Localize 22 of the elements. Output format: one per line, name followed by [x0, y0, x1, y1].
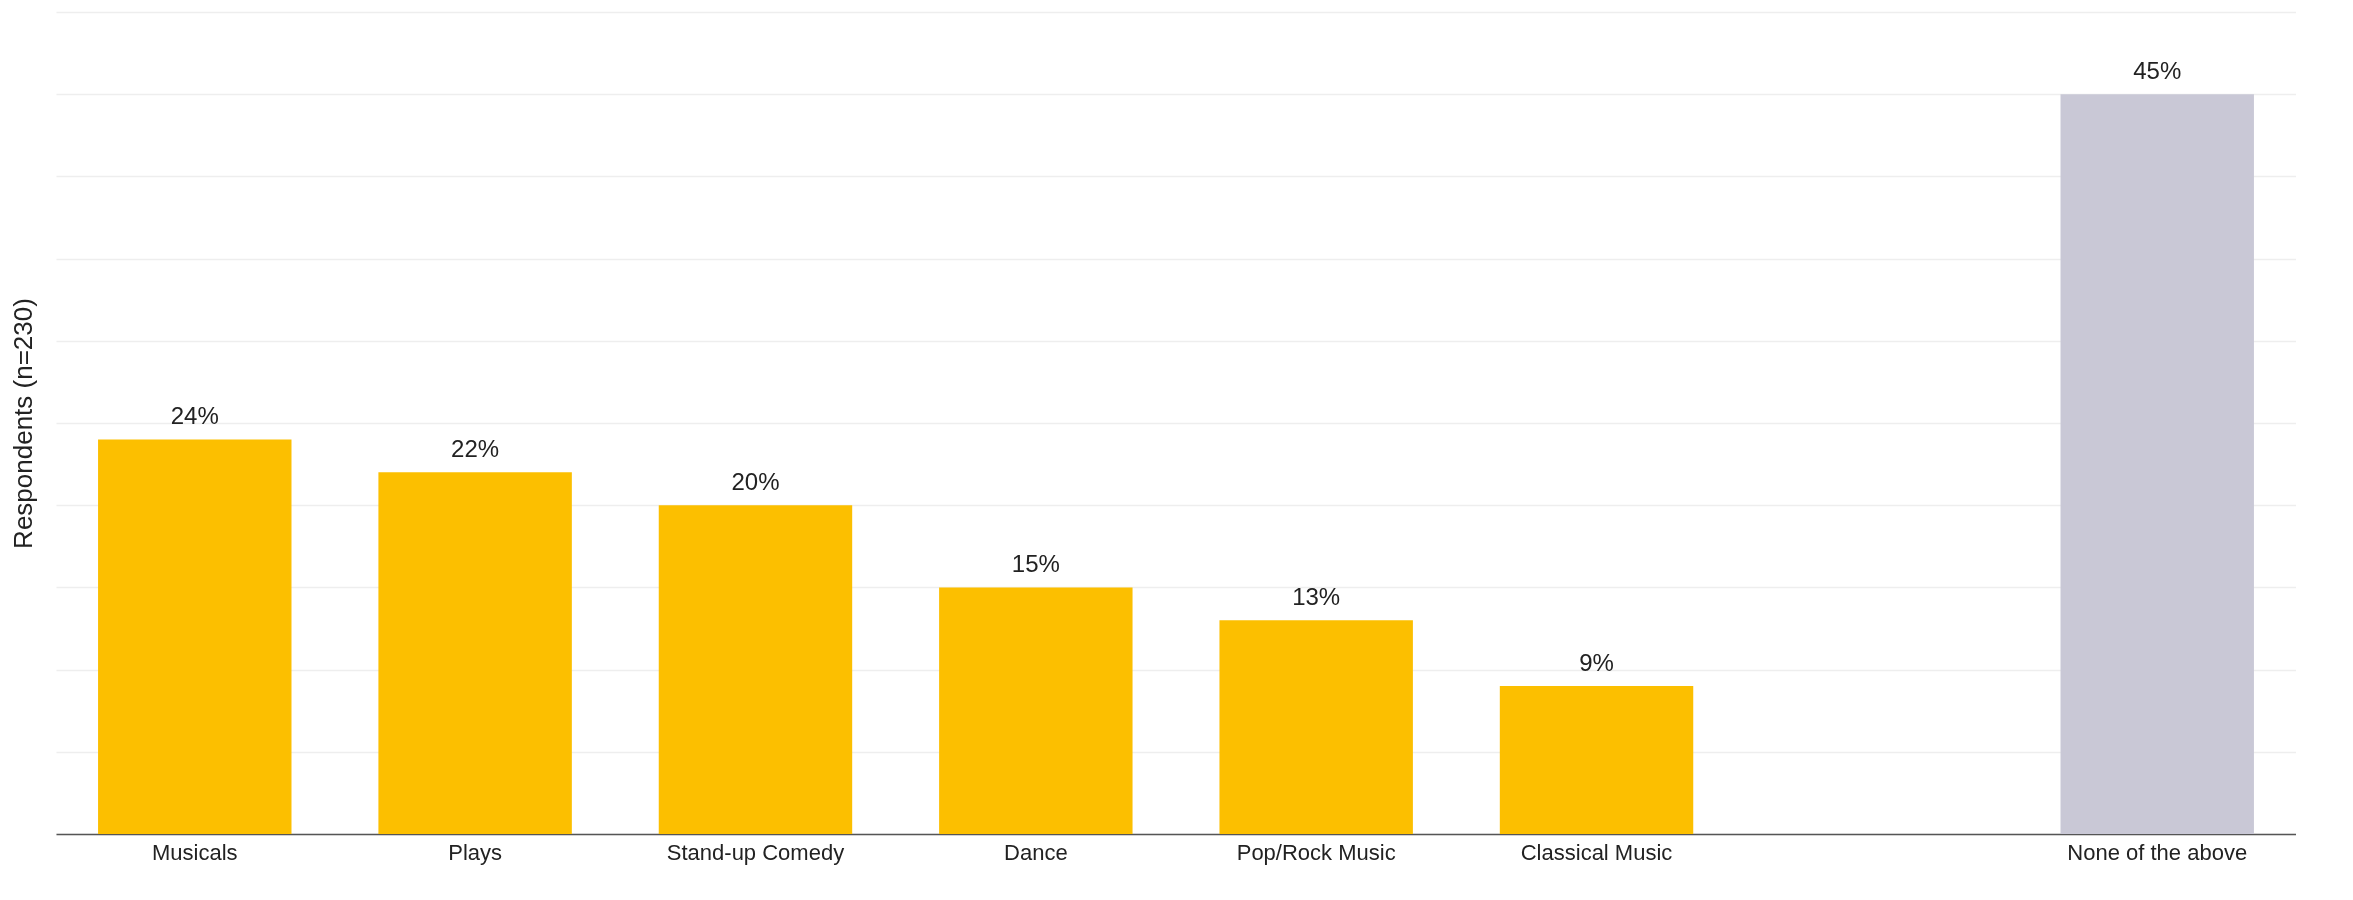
x-tick-label: Musicals: [151, 839, 238, 865]
bar: [2060, 94, 2254, 834]
data-label: 13%: [1292, 583, 1341, 611]
bar: [1499, 686, 1694, 834]
data-label: 24%: [170, 402, 219, 430]
bar: [658, 505, 853, 834]
x-tick-label: Dance: [1004, 839, 1068, 865]
bar: [378, 472, 572, 834]
x-tick-label: Stand-up Comedy: [666, 839, 845, 865]
bar: [1219, 620, 1413, 834]
data-label: 9%: [1579, 649, 1614, 677]
x-tick-label: Plays: [448, 839, 503, 865]
data-label: 22%: [451, 435, 500, 463]
bar: [98, 439, 292, 834]
x-tick-label: Classical Music: [1520, 839, 1673, 865]
y-axis-title: Respondents (n=230): [7, 298, 38, 549]
data-label: 45%: [2133, 57, 2182, 85]
data-label: 20%: [731, 468, 780, 496]
bar: [939, 587, 1133, 834]
x-tick-label: Pop/Rock Music: [1236, 839, 1396, 865]
x-tick-label: None of the above: [2067, 839, 2248, 865]
data-label: 15%: [1011, 550, 1060, 578]
